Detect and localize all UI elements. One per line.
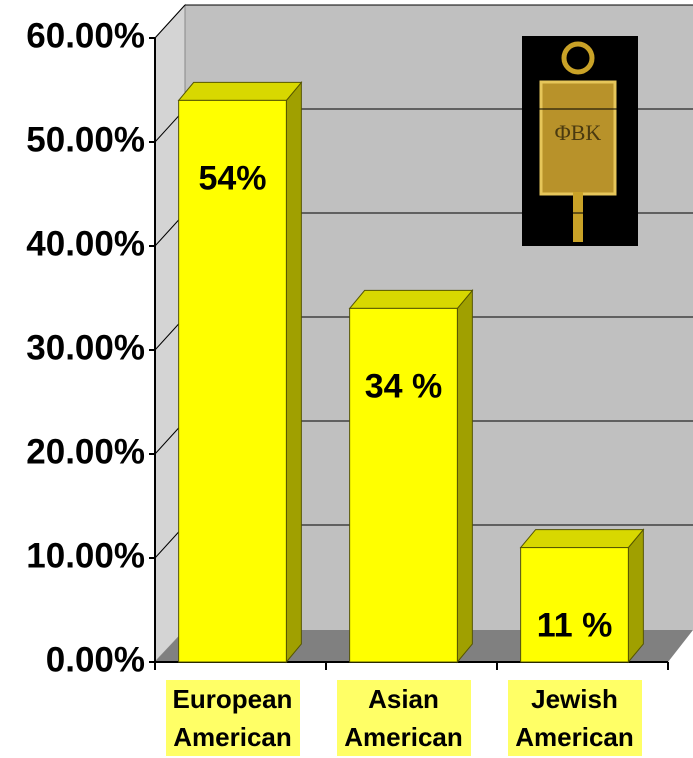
bar-side	[627, 528, 644, 664]
bar-top	[177, 81, 303, 101]
y-tick-label: 30.00%	[26, 328, 145, 367]
grid-line	[154, 4, 186, 39]
y-tick-label: 10.00%	[26, 536, 145, 575]
value-label: 11 %	[537, 607, 613, 645]
bar-top	[519, 529, 645, 549]
value-label: 34 %	[365, 367, 443, 405]
svg-text:ΦΒΚ: ΦΒΚ	[555, 120, 602, 145]
x-tick-label: Jewish American	[507, 680, 642, 756]
y-tick-label: 0.00%	[46, 640, 145, 679]
x-tick-label: Asian American	[336, 680, 471, 756]
y-tick-label: 40.00%	[26, 224, 145, 263]
bar-side	[285, 81, 302, 664]
x-tick-label: European American	[165, 680, 300, 756]
bar-side	[456, 289, 473, 664]
bar-top	[348, 289, 474, 309]
y-tick-label: 50.00%	[26, 120, 145, 159]
y-tick-label: 60.00%	[26, 16, 145, 55]
y-tick-label: 20.00%	[26, 432, 145, 471]
bar	[349, 307, 458, 663]
emblem: ΦΒΚ	[522, 36, 638, 246]
bar	[178, 99, 287, 663]
value-label: 54%	[198, 159, 266, 197]
bar	[520, 547, 629, 663]
